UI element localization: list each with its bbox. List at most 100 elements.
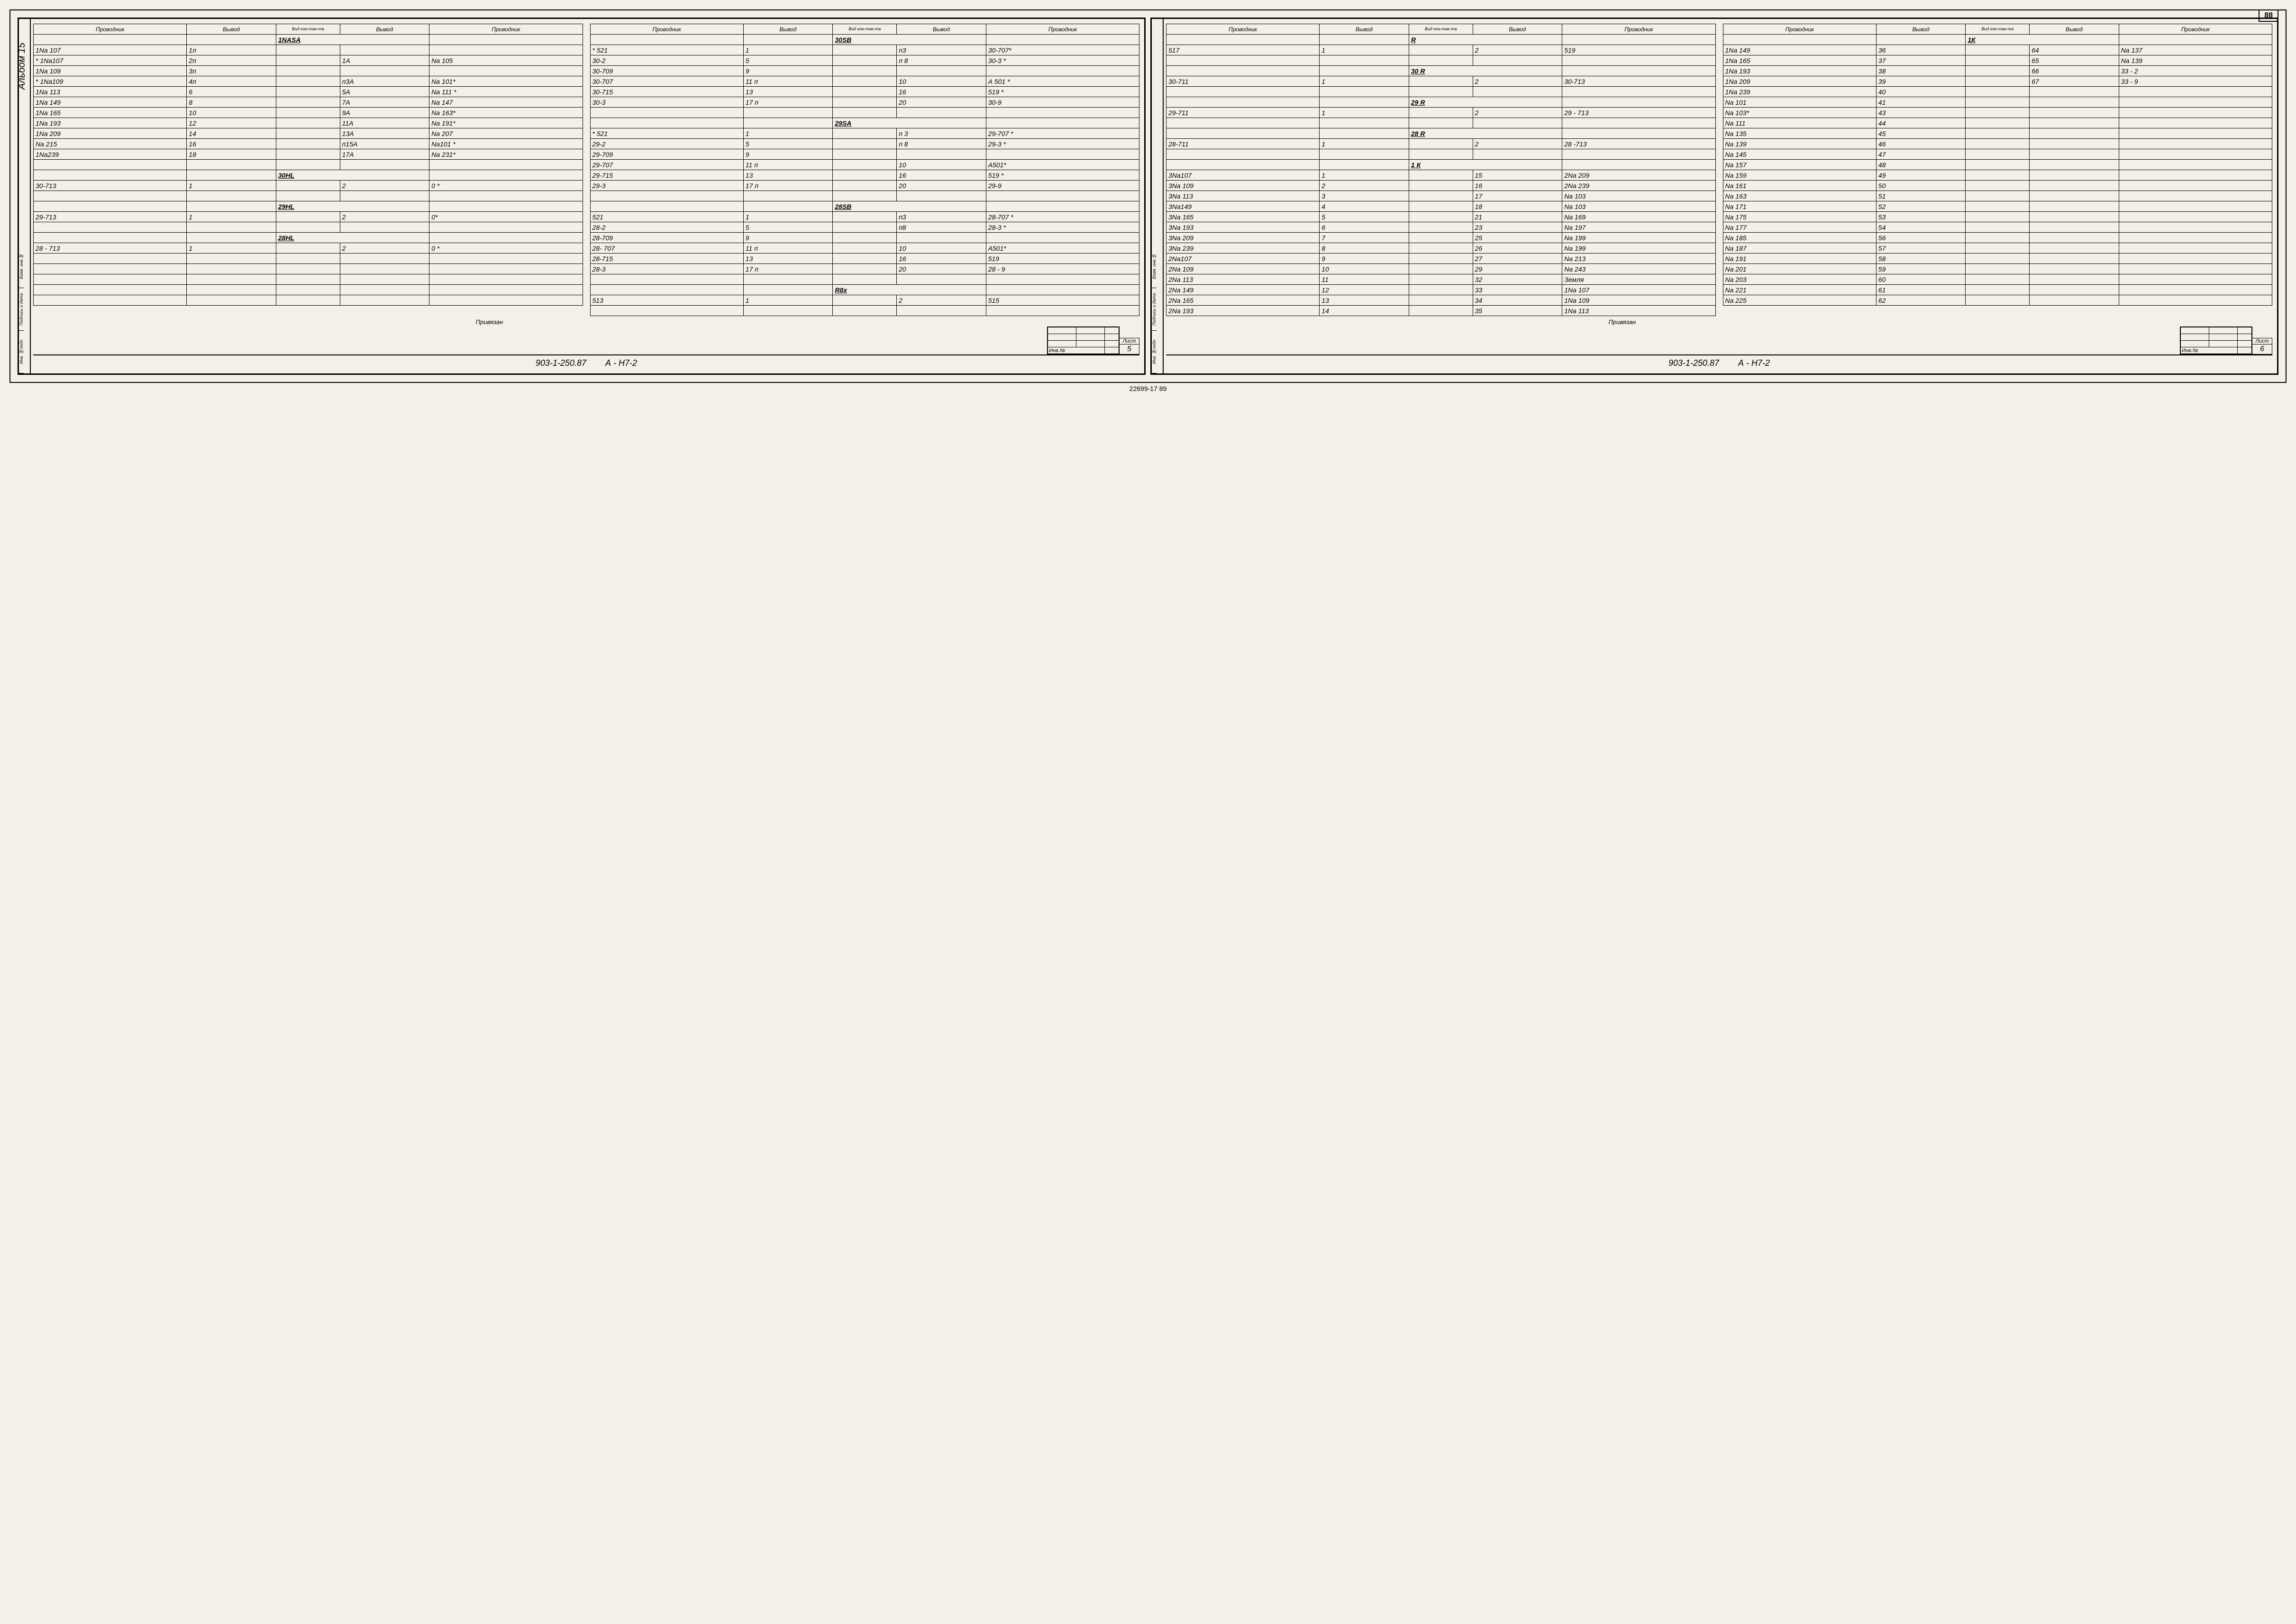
table-cell bbox=[986, 191, 1139, 201]
table-cell: 10 bbox=[897, 76, 986, 87]
table-cell: 30-709 bbox=[590, 66, 743, 76]
table-cell bbox=[276, 76, 340, 87]
table-cell: 10 bbox=[1320, 264, 1409, 274]
table-cell: 3Nа 165 bbox=[1166, 212, 1320, 222]
table-cell bbox=[2030, 170, 2119, 181]
table-row: 2Nа 1131132Земля bbox=[1166, 274, 1716, 285]
binding-label: Инв. №подл bbox=[19, 331, 24, 373]
table-cell bbox=[1473, 55, 1562, 66]
table-cell: 3Nа 209 bbox=[1166, 233, 1320, 243]
table-cell: 14 bbox=[187, 128, 276, 139]
table-cell: 16 bbox=[897, 170, 986, 181]
table-cell: 3Nа107 bbox=[1166, 170, 1320, 181]
table-cell bbox=[1473, 87, 1562, 97]
section-label: 28НL bbox=[276, 233, 429, 243]
table-cell bbox=[1409, 55, 1473, 66]
column-header: Проводник bbox=[986, 24, 1139, 35]
table-cell bbox=[340, 295, 429, 306]
table-cell bbox=[2119, 108, 2272, 118]
table-cell: 16 bbox=[1473, 181, 1562, 191]
table-cell: 2Nа107 bbox=[1166, 254, 1320, 264]
table-row bbox=[1166, 55, 1716, 66]
table-cell bbox=[340, 254, 429, 264]
table-cell bbox=[340, 66, 429, 76]
table-row bbox=[1166, 118, 1716, 128]
table-cell: 2 bbox=[1473, 139, 1562, 149]
table-cell bbox=[429, 274, 583, 285]
table-cell bbox=[2119, 191, 2272, 201]
table-row: Nа 10141 bbox=[1723, 97, 2272, 108]
section-row: 28 R bbox=[1166, 128, 1716, 139]
table-row: 1Nа 1093п bbox=[34, 66, 583, 76]
table-cell: 9 bbox=[1320, 254, 1409, 264]
table-row: Nа 22161 bbox=[1723, 285, 2272, 295]
table-cell bbox=[833, 212, 897, 222]
table-row: 1Nа 14987АNа 147 bbox=[34, 97, 583, 108]
section-label: 1К bbox=[1966, 35, 2119, 45]
section-row: 28НL bbox=[34, 233, 583, 243]
table-cell: * 521 bbox=[590, 45, 743, 55]
table-cell: Nа 111 bbox=[1723, 118, 1876, 128]
table-cell: 2 bbox=[897, 295, 986, 306]
table-cell: 30-707* bbox=[986, 45, 1139, 55]
table-cell: 29-715 bbox=[590, 170, 743, 181]
table-cell: 52 bbox=[1876, 201, 1966, 212]
table-cell bbox=[897, 108, 986, 118]
table-cell: 27 bbox=[1473, 254, 1562, 264]
section-label: 1NASA bbox=[276, 35, 429, 45]
table-cell: Nа 171 bbox=[1723, 201, 1876, 212]
table-cell bbox=[276, 181, 340, 191]
table-cell: 3Nа149 bbox=[1166, 201, 1320, 212]
table-cell: 17А bbox=[340, 149, 429, 160]
column-header: Вывод bbox=[1320, 24, 1409, 35]
table-cell: 3Nа 113 bbox=[1166, 191, 1320, 201]
table-row: 1Nа 1493664Nа 137 bbox=[1723, 45, 2272, 55]
table-cell: 61 bbox=[1876, 285, 1966, 295]
table-cell: Nа 161 bbox=[1723, 181, 1876, 191]
table-cell: А501* bbox=[986, 243, 1139, 254]
table-row: 29-25п 829-3 * bbox=[590, 139, 1139, 149]
table-cell: 2 bbox=[1320, 181, 1409, 191]
table-cell bbox=[1966, 97, 2030, 108]
table-cell: Nа 187 bbox=[1723, 243, 1876, 254]
table-cell bbox=[590, 108, 743, 118]
table-row bbox=[1166, 149, 1716, 160]
table-cell: 50 bbox=[1876, 181, 1966, 191]
table-cell bbox=[1409, 264, 1473, 274]
table-row: Nа 17152 bbox=[1723, 201, 2272, 212]
table-row bbox=[34, 191, 583, 201]
table-row: 30-317 п2030-9 bbox=[590, 97, 1139, 108]
table-cell bbox=[276, 295, 340, 306]
table-cell: Nа 221 bbox=[1723, 285, 1876, 295]
table-cell bbox=[743, 274, 833, 285]
table-cell bbox=[1409, 306, 1473, 316]
table-row: 3Nа 239826Nа 199 bbox=[1166, 243, 1716, 254]
table-cell: Nа 201 bbox=[1723, 264, 1876, 274]
table-cell bbox=[1320, 118, 1409, 128]
table-cell bbox=[1966, 212, 2030, 222]
table-cell: 9 bbox=[743, 233, 833, 243]
table-cell: 29 bbox=[1473, 264, 1562, 274]
table-cell bbox=[276, 212, 340, 222]
table-cell: Nа 103 bbox=[1562, 191, 1715, 201]
table-cell: 1 bbox=[187, 212, 276, 222]
table-column-1: ПроводникВыводВид кон-так-таВыводПроводн… bbox=[1166, 24, 1716, 316]
section-label: 30SВ bbox=[833, 35, 986, 45]
table-cell bbox=[340, 274, 429, 285]
table-cell bbox=[1409, 222, 1473, 233]
table-row: 29-317 п2029-9 bbox=[590, 181, 1139, 191]
table-cell bbox=[1409, 191, 1473, 201]
table-cell: 28-2 bbox=[590, 222, 743, 233]
table-row: Nа 19158 bbox=[1723, 254, 2272, 264]
table-row: 28-317 п2028 - 9 bbox=[590, 264, 1139, 274]
table-row: 1Nа 11365АNа 111 * bbox=[34, 87, 583, 97]
table-row: Nа 21516п15АNа101 * bbox=[34, 139, 583, 149]
table-cell bbox=[833, 233, 897, 243]
table-cell bbox=[2119, 295, 2272, 306]
table-cell bbox=[1409, 285, 1473, 295]
table-cell bbox=[2119, 139, 2272, 149]
section-label: 29НL bbox=[276, 201, 429, 212]
table-cell bbox=[1409, 139, 1473, 149]
column-header: Вид кон-так-та bbox=[1409, 24, 1473, 35]
table-cell: 11 bbox=[1320, 274, 1409, 285]
